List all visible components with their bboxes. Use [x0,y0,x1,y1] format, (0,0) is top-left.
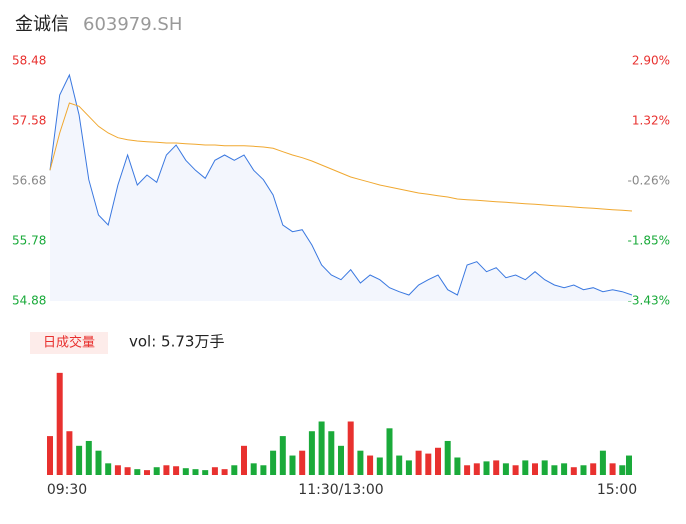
volume-bar [192,469,199,475]
volume-bar [532,463,538,475]
y2-tick-label: 2.90% [632,54,670,68]
y2-tick-label: 1.32% [632,113,670,127]
volume-bar [173,466,180,475]
volume-bar [66,431,73,475]
volume-bar [221,469,228,475]
volume-bar [512,465,519,475]
volume-text: vol: 5.73万手 [129,333,224,351]
volume-bar [144,470,150,475]
volume-bar [590,463,597,475]
volume-bar [415,450,422,475]
volume-bar [357,450,364,475]
volume-label: 日成交量 [43,335,95,351]
volume-bar [299,450,306,475]
y-tick-label: 55.78 [12,234,46,248]
volume-bar [241,445,247,475]
volume-bar [619,465,626,475]
volume-bar [85,440,92,475]
y2-tick-label: -1.85% [628,234,670,248]
volume-bar [105,463,112,475]
y2-tick-label: -3.43% [628,294,670,308]
average-line [49,102,633,212]
y-tick-label: 56.68 [12,174,46,188]
volume-bar [522,460,529,475]
volume-bar [270,450,277,475]
volume-bar [599,450,606,475]
volume-bar [425,453,432,475]
volume-bar [124,467,131,475]
volume-bar [483,461,490,475]
volume-bar [435,447,441,475]
volume-bar [580,465,587,475]
volume-bar [279,436,286,475]
volume-bar [386,428,393,475]
volume-bar [444,440,451,475]
volume-bar [260,465,267,475]
volume-bar [609,463,616,475]
y2-tick-label: -0.26% [628,173,670,187]
stock-code: 603979.SH [83,14,182,35]
volume-bar [367,455,374,475]
volume-bar [289,455,296,475]
volume-bar [376,457,383,475]
volume-badge [30,332,108,354]
volume-bar [328,431,335,475]
volume-bar [570,467,577,475]
volume-bar [308,431,315,475]
volume-bar [454,457,461,475]
volume-bar [347,421,354,475]
volume-bar [318,421,325,475]
volume-bar [76,445,83,475]
volume-bar [153,467,160,475]
x-tick-label: 15:00 [597,482,637,498]
volume-bar [473,463,480,475]
x-tick-label: 11:30/13:00 [298,482,383,498]
volume-bar [56,372,63,475]
volume-bar [182,468,189,475]
volume-bar [493,460,500,475]
volume-bar [202,470,209,475]
volume-bar [405,460,412,475]
volume-bar [626,455,632,475]
y-tick-label: 54.88 [12,294,46,308]
y-tick-label: 58.48 [12,54,46,68]
volume-bar [338,445,344,475]
volume-bar [464,465,471,475]
volume-bar [231,465,238,475]
volume-bar [95,450,102,475]
x-tick-label: 09:30 [47,482,87,498]
volume-bar [551,465,558,475]
volume-bar [163,465,170,475]
volume-bar [541,460,548,475]
volume-bar [396,455,403,475]
volume-bar [134,469,141,475]
volume-bar [502,463,509,475]
price-line [49,73,633,296]
volume-bar [114,465,121,475]
stock-name: 金诚信 [15,14,69,35]
volume-bar [250,463,257,475]
price-area [50,75,632,301]
volume-bar [561,463,568,475]
y-tick-label: 57.58 [12,114,46,128]
volume-bar [47,436,53,475]
volume-bar [211,467,218,475]
